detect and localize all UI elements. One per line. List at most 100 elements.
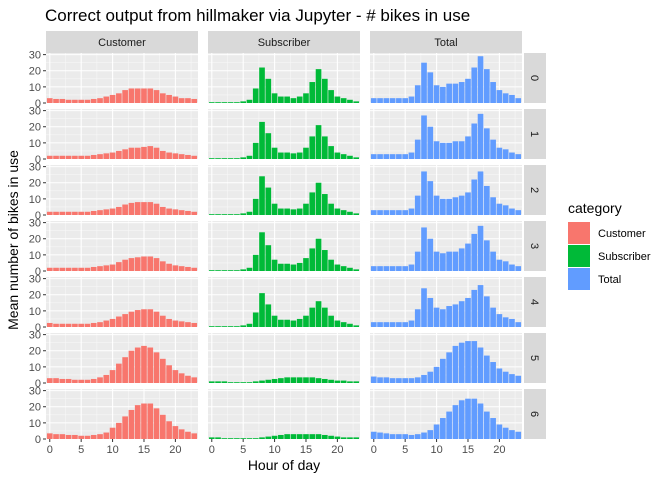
bar: [208, 214, 215, 215]
bar: [427, 297, 434, 327]
bar: [427, 238, 434, 271]
panel-subscriber-5: [208, 333, 360, 384]
bar: [153, 258, 160, 271]
panel-subscriber-4: [208, 277, 360, 328]
bar: [147, 309, 154, 327]
bar: [234, 270, 240, 271]
bar: [160, 414, 166, 439]
bar: [284, 377, 290, 383]
bar: [72, 155, 78, 159]
bar: [396, 210, 402, 215]
bar: [227, 382, 234, 383]
bar: [296, 434, 303, 439]
bar: [97, 98, 103, 103]
bar: [252, 381, 259, 383]
bar: [284, 152, 290, 159]
bar: [377, 266, 383, 271]
bar: [471, 341, 478, 383]
bar: [185, 98, 191, 103]
bar: [334, 96, 341, 103]
bar: [402, 98, 408, 103]
bar: [484, 411, 490, 439]
y-tick-label: 0: [35, 98, 41, 110]
bar: [383, 266, 390, 271]
bar: [278, 319, 284, 327]
legend-label-customer: Customer: [598, 228, 646, 240]
bar: [278, 96, 284, 103]
bar: [296, 208, 303, 215]
bar: [389, 210, 396, 215]
bar: [328, 203, 334, 215]
bar: [72, 323, 78, 327]
bar: [446, 198, 452, 215]
bar: [446, 411, 452, 439]
bar: [408, 152, 415, 159]
bar: [340, 210, 347, 215]
bar: [122, 314, 128, 327]
bar: [465, 192, 471, 215]
bar: [465, 243, 471, 271]
bar: [97, 210, 103, 215]
row-strip-bg: [524, 109, 546, 159]
bar: [153, 311, 160, 327]
bar: [389, 378, 396, 383]
bar: [141, 146, 147, 159]
bar: [178, 210, 185, 215]
bar: [227, 270, 234, 271]
bar: [477, 171, 484, 215]
bar: [490, 307, 496, 327]
bar: [284, 434, 290, 439]
bar: [59, 378, 66, 383]
bar: [160, 93, 166, 103]
legend-key-subscriber: [568, 245, 590, 267]
bar: [252, 438, 259, 439]
y-tick-label: 10: [29, 306, 41, 318]
column-strip-label-subscriber: Subscriber: [258, 37, 311, 49]
column-strip-bg: [46, 31, 198, 53]
bar: [490, 197, 496, 215]
bar: [284, 263, 290, 271]
bar: [490, 251, 496, 271]
bar: [389, 266, 396, 271]
x-axis: 0 5 10 15 20 0 5 10 15 20 0 5 10 15 20: [47, 439, 506, 456]
bar: [259, 437, 265, 439]
bar: [172, 320, 179, 327]
bar: [65, 211, 72, 215]
bar: [227, 214, 234, 215]
bar: [309, 434, 316, 439]
bar: [328, 315, 334, 327]
bar: [309, 136, 316, 159]
bar: [78, 211, 84, 215]
bar: [408, 208, 415, 215]
bar: [109, 318, 116, 327]
bar: [290, 209, 297, 215]
bar: [377, 432, 383, 439]
bar: [84, 99, 91, 103]
bar: [502, 93, 509, 103]
bar: [421, 227, 427, 271]
bar: [221, 270, 228, 271]
bar: [116, 206, 122, 215]
panel-total-4: [370, 277, 522, 328]
bar: [122, 416, 128, 439]
bar: [103, 265, 110, 271]
bar: [191, 155, 198, 159]
bar: [128, 311, 135, 327]
column-strip-bg: [370, 31, 522, 53]
bar: [284, 96, 290, 103]
bar: [215, 437, 221, 439]
bar: [414, 309, 421, 327]
bar: [59, 155, 66, 159]
column-strips: Customer Subscriber Total: [46, 31, 522, 53]
bar: [334, 152, 341, 159]
bar: [490, 418, 496, 439]
bar: [315, 434, 322, 439]
bar: [259, 67, 265, 103]
bar: [259, 293, 265, 327]
bar: [296, 377, 303, 383]
bar: [496, 314, 503, 327]
y-tick-label: 30: [29, 330, 41, 342]
bar: [252, 254, 259, 271]
bar: [78, 323, 84, 327]
bar: [191, 322, 198, 327]
